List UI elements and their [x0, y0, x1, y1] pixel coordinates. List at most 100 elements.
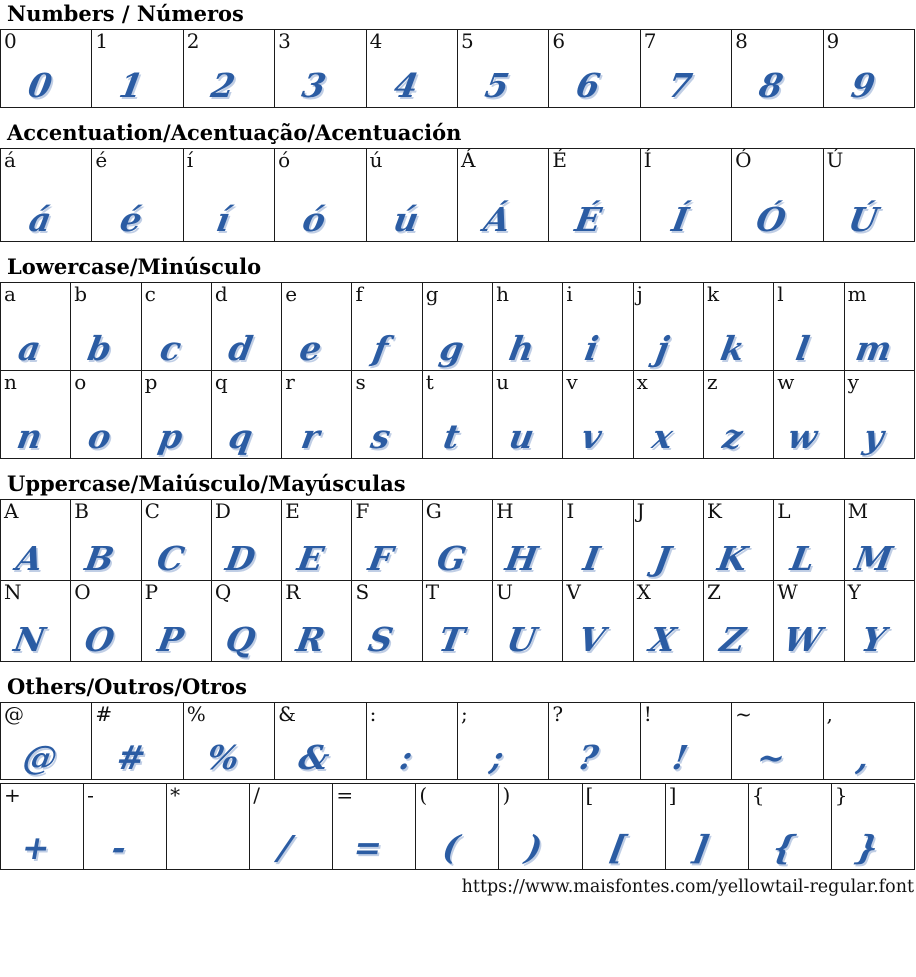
- glyph-cell: ,,: [822, 702, 916, 781]
- cell-glyph: +: [18, 828, 54, 868]
- glyph-cell: ::: [365, 702, 458, 781]
- cell-char-label: 7: [643, 29, 657, 54]
- cell-char-label: Y: [847, 580, 861, 605]
- glyph-cell: [[: [581, 783, 666, 871]
- cell-char-label: v: [566, 370, 578, 395]
- cell-glyph: k: [717, 329, 748, 369]
- section-title-uppercase: Uppercase/Maiúsculo/Mayúsculas: [7, 471, 406, 497]
- cell-glyph: n: [14, 417, 46, 457]
- cell-glyph: e: [296, 329, 325, 369]
- cell-glyph: G: [433, 539, 469, 579]
- cell-char-label: &: [278, 702, 296, 727]
- cell-char-label: á: [4, 148, 16, 173]
- cell-char-label: /: [253, 783, 260, 808]
- glyph-cell: }}: [830, 783, 916, 871]
- cell-char-label: y: [847, 370, 859, 395]
- cell-char-label: C: [144, 499, 160, 524]
- cell-char-label: -: [87, 783, 94, 808]
- cell-glyph: F: [365, 539, 397, 579]
- cell-char-label: d: [214, 282, 228, 307]
- cell-char-label: 3: [278, 29, 291, 54]
- cell-glyph: Z: [717, 620, 749, 660]
- cell-char-label: p: [144, 370, 158, 395]
- cell-char-label: w: [777, 370, 795, 395]
- cell-char-label: %: [186, 702, 206, 727]
- cell-char-label: H: [496, 499, 514, 524]
- cell-char-label: u: [496, 370, 509, 395]
- cell-char-label: 6: [552, 29, 566, 54]
- cell-glyph: é: [117, 200, 146, 240]
- cell-glyph: C: [153, 539, 187, 579]
- cell-glyph: Í: [668, 200, 692, 240]
- cell-char-label: f: [355, 282, 363, 307]
- cell-glyph: a: [15, 329, 44, 369]
- cell-glyph: }: [852, 828, 881, 868]
- cell-char-label: ?: [552, 702, 564, 727]
- cell-glyph: R: [293, 620, 328, 660]
- section-accentuation: Accentuation/Acentuação/Acentuación á á é é í…: [0, 121, 916, 243]
- cell-glyph: (: [440, 828, 463, 868]
- cell-char-label: U: [496, 580, 513, 605]
- cell-glyph: ): [523, 828, 546, 868]
- cell-char-label: G: [425, 499, 442, 524]
- cell-glyph: W: [780, 620, 825, 660]
- section-title-others: Others/Outros/Otros: [7, 674, 247, 700]
- glyph-cell: {{: [747, 783, 832, 871]
- glyph-cell: ~ ~: [731, 702, 824, 781]
- cell-glyph: Y: [858, 620, 889, 660]
- table-row: @ @ # #%% & &::;;??!! ~ ~,,: [0, 702, 916, 781]
- cell-glyph: {: [769, 828, 798, 868]
- cell-char-label: K: [706, 499, 722, 524]
- cell-char-label: *: [170, 783, 181, 808]
- cell-char-label: o: [74, 370, 87, 395]
- cell-glyph: P: [154, 620, 187, 660]
- cell-char-label: @: [4, 702, 24, 727]
- cell-glyph: Á: [480, 200, 514, 240]
- cell-glyph: A: [13, 539, 46, 579]
- cell-char-label: ó: [278, 148, 291, 173]
- cell-char-label: s: [355, 370, 366, 395]
- cell-char-label: Ú: [826, 148, 844, 173]
- cell-glyph: u: [506, 417, 538, 457]
- cell-glyph: y: [860, 417, 887, 457]
- cell-char-label: P: [144, 580, 159, 605]
- cell-char-label: h: [496, 282, 509, 307]
- glyph-cell: ??: [548, 702, 641, 781]
- cell-char-label: t: [425, 370, 434, 395]
- cell-char-label: #: [95, 702, 113, 727]
- glyph-cell: *: [166, 783, 251, 871]
- cell-glyph: t: [440, 417, 463, 457]
- cell-glyph: b: [84, 329, 115, 369]
- cell-char-label: D: [214, 499, 231, 524]
- glyph-cell: ]]: [664, 783, 749, 871]
- cell-char-label: Ó: [735, 148, 752, 173]
- cell-glyph: ]: [689, 828, 712, 868]
- cell-char-label: Q: [214, 580, 232, 605]
